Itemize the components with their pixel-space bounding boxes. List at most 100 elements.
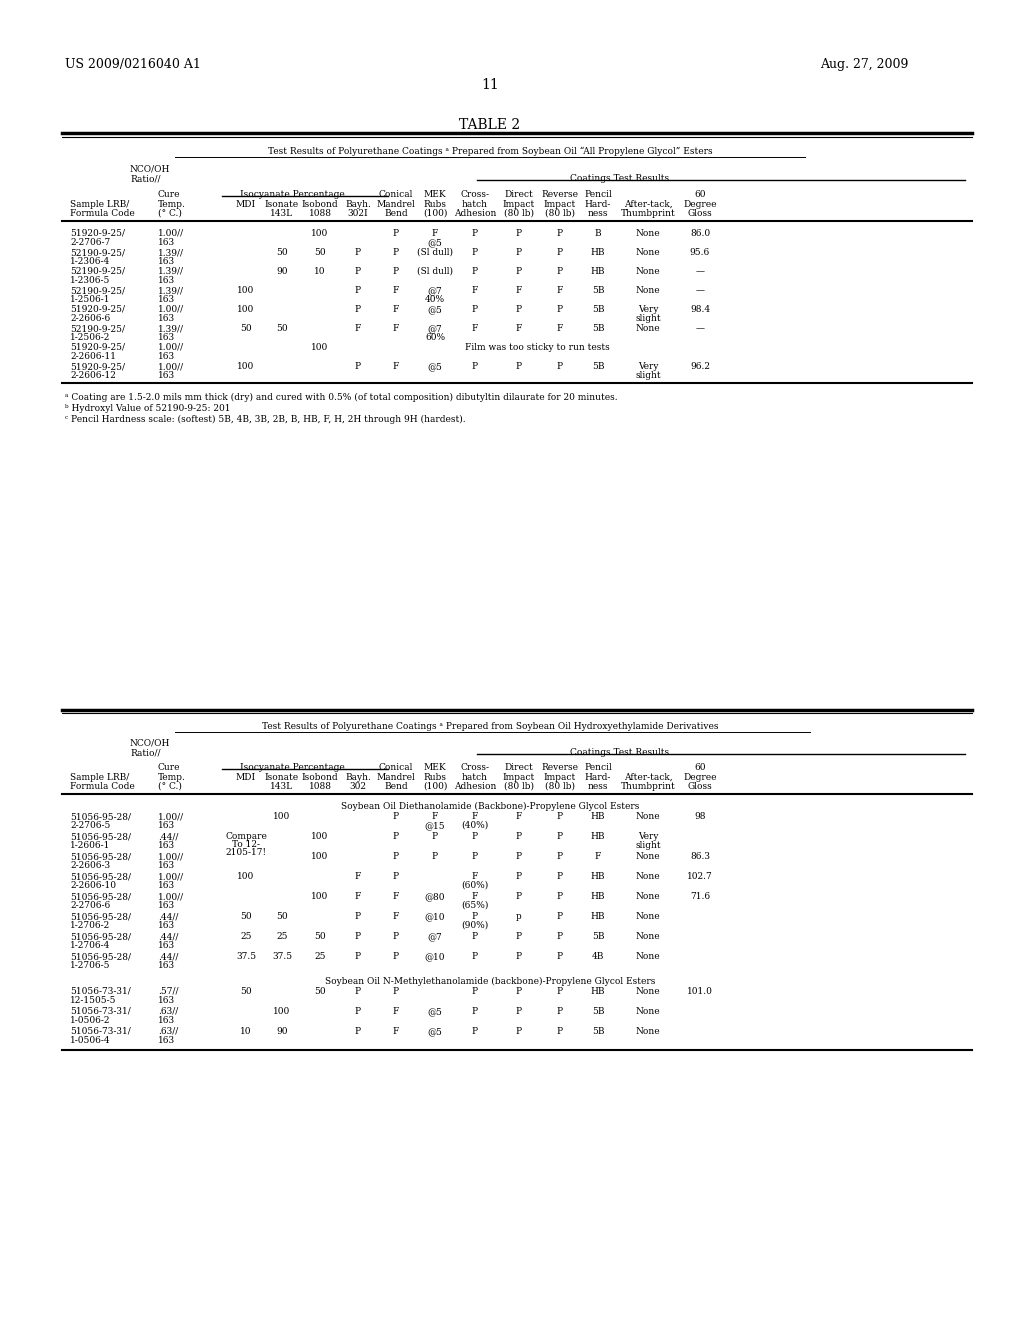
Text: P: P xyxy=(516,873,522,880)
Text: P: P xyxy=(516,892,522,902)
Text: Gloss: Gloss xyxy=(688,781,713,791)
Text: Test Results of Polyurethane Coatings ᵃ Prepared from Soybean Oil “All Propylene: Test Results of Polyurethane Coatings ᵃ … xyxy=(267,147,713,156)
Text: 1-2606-1: 1-2606-1 xyxy=(70,841,111,850)
Text: F: F xyxy=(393,286,399,294)
Text: Isobond: Isobond xyxy=(302,774,338,781)
Text: @5: @5 xyxy=(428,238,442,247)
Text: 1.39//: 1.39// xyxy=(158,267,184,276)
Text: After-tack,: After-tack, xyxy=(624,201,673,209)
Text: Conical: Conical xyxy=(379,763,414,772)
Text: 51056-95-28/: 51056-95-28/ xyxy=(70,952,131,961)
Text: 25: 25 xyxy=(314,952,326,961)
Text: .44//: .44// xyxy=(158,912,178,921)
Text: P: P xyxy=(516,1027,522,1036)
Text: ᶜ Pencil Hardness scale: (softest) 5B, 4B, 3B, 2B, B, HB, F, H, 2H through 9H (h: ᶜ Pencil Hardness scale: (softest) 5B, 4… xyxy=(65,414,466,424)
Text: Ratio//: Ratio// xyxy=(130,748,161,756)
Text: P: P xyxy=(393,248,399,257)
Text: Temp.: Temp. xyxy=(158,774,186,781)
Text: (40%): (40%) xyxy=(462,821,488,830)
Text: 1.39//: 1.39// xyxy=(158,286,184,294)
Text: None: None xyxy=(636,1027,660,1036)
Text: Isonate: Isonate xyxy=(265,201,299,209)
Text: Ratio//: Ratio// xyxy=(130,176,161,183)
Text: 51920-9-25/: 51920-9-25/ xyxy=(70,343,125,352)
Text: F: F xyxy=(393,362,399,371)
Text: P: P xyxy=(472,832,478,841)
Text: 98: 98 xyxy=(694,812,706,821)
Text: 1-2506-2: 1-2506-2 xyxy=(70,333,111,342)
Text: .63//: .63// xyxy=(158,1027,178,1036)
Text: Sample LRB/: Sample LRB/ xyxy=(70,201,129,209)
Text: P: P xyxy=(472,248,478,257)
Text: 163: 163 xyxy=(158,821,175,830)
Text: p: p xyxy=(516,912,522,921)
Text: .57//: .57// xyxy=(158,987,178,997)
Text: None: None xyxy=(636,286,660,294)
Text: 102.7: 102.7 xyxy=(687,873,713,880)
Text: @10: @10 xyxy=(425,952,445,961)
Text: P: P xyxy=(393,267,399,276)
Text: P: P xyxy=(393,932,399,941)
Text: F: F xyxy=(472,892,478,902)
Text: 5B: 5B xyxy=(592,1027,604,1036)
Text: F: F xyxy=(393,323,399,333)
Text: F: F xyxy=(354,323,361,333)
Text: 11: 11 xyxy=(481,78,499,92)
Text: (65%): (65%) xyxy=(462,902,488,909)
Text: P: P xyxy=(393,812,399,821)
Text: 163: 163 xyxy=(158,861,175,870)
Text: 10: 10 xyxy=(314,267,326,276)
Text: P: P xyxy=(557,987,563,997)
Text: 2-2706-7: 2-2706-7 xyxy=(70,238,111,247)
Text: None: None xyxy=(636,812,660,821)
Text: P: P xyxy=(355,286,361,294)
Text: 51056-73-31/: 51056-73-31/ xyxy=(70,987,131,997)
Text: Pencil: Pencil xyxy=(584,190,612,199)
Text: 100: 100 xyxy=(311,851,329,861)
Text: 1088: 1088 xyxy=(308,209,332,218)
Text: MEK: MEK xyxy=(424,763,446,772)
Text: @7: @7 xyxy=(428,286,442,294)
Text: (60%): (60%) xyxy=(462,880,488,890)
Text: F: F xyxy=(393,1027,399,1036)
Text: F: F xyxy=(393,1007,399,1016)
Text: 163: 163 xyxy=(158,371,175,380)
Text: Bend: Bend xyxy=(384,781,408,791)
Text: 10: 10 xyxy=(241,1027,252,1036)
Text: HB: HB xyxy=(591,832,605,841)
Text: 5B: 5B xyxy=(592,305,604,314)
Text: 25: 25 xyxy=(276,932,288,941)
Text: Isobond: Isobond xyxy=(302,201,338,209)
Text: P: P xyxy=(355,267,361,276)
Text: F: F xyxy=(516,286,522,294)
Text: MEK: MEK xyxy=(424,190,446,199)
Text: HB: HB xyxy=(591,912,605,921)
Text: None: None xyxy=(636,952,660,961)
Text: P: P xyxy=(516,932,522,941)
Text: 12-1505-5: 12-1505-5 xyxy=(70,997,117,1005)
Text: F: F xyxy=(557,323,563,333)
Text: P: P xyxy=(557,267,563,276)
Text: 51056-95-28/: 51056-95-28/ xyxy=(70,812,131,821)
Text: 52190-9-25/: 52190-9-25/ xyxy=(70,248,125,257)
Text: HB: HB xyxy=(591,248,605,257)
Text: Cure: Cure xyxy=(158,763,180,772)
Text: 50: 50 xyxy=(276,912,288,921)
Text: 51056-95-28/: 51056-95-28/ xyxy=(70,851,131,861)
Text: 163: 163 xyxy=(158,352,175,360)
Text: @5: @5 xyxy=(428,362,442,371)
Text: None: None xyxy=(636,932,660,941)
Text: Rubs: Rubs xyxy=(424,774,446,781)
Text: @5: @5 xyxy=(428,1007,442,1016)
Text: Very: Very xyxy=(638,832,658,841)
Text: F: F xyxy=(472,286,478,294)
Text: None: None xyxy=(636,873,660,880)
Text: F: F xyxy=(393,892,399,902)
Text: P: P xyxy=(472,1027,478,1036)
Text: P: P xyxy=(355,248,361,257)
Text: ᵃ Coating are 1.5-2.0 mils mm thick (dry) and cured with 0.5% (of total composit: ᵃ Coating are 1.5-2.0 mils mm thick (dry… xyxy=(65,393,617,403)
Text: F: F xyxy=(393,305,399,314)
Text: None: None xyxy=(636,1007,660,1016)
Text: 302: 302 xyxy=(349,781,367,791)
Text: P: P xyxy=(516,248,522,257)
